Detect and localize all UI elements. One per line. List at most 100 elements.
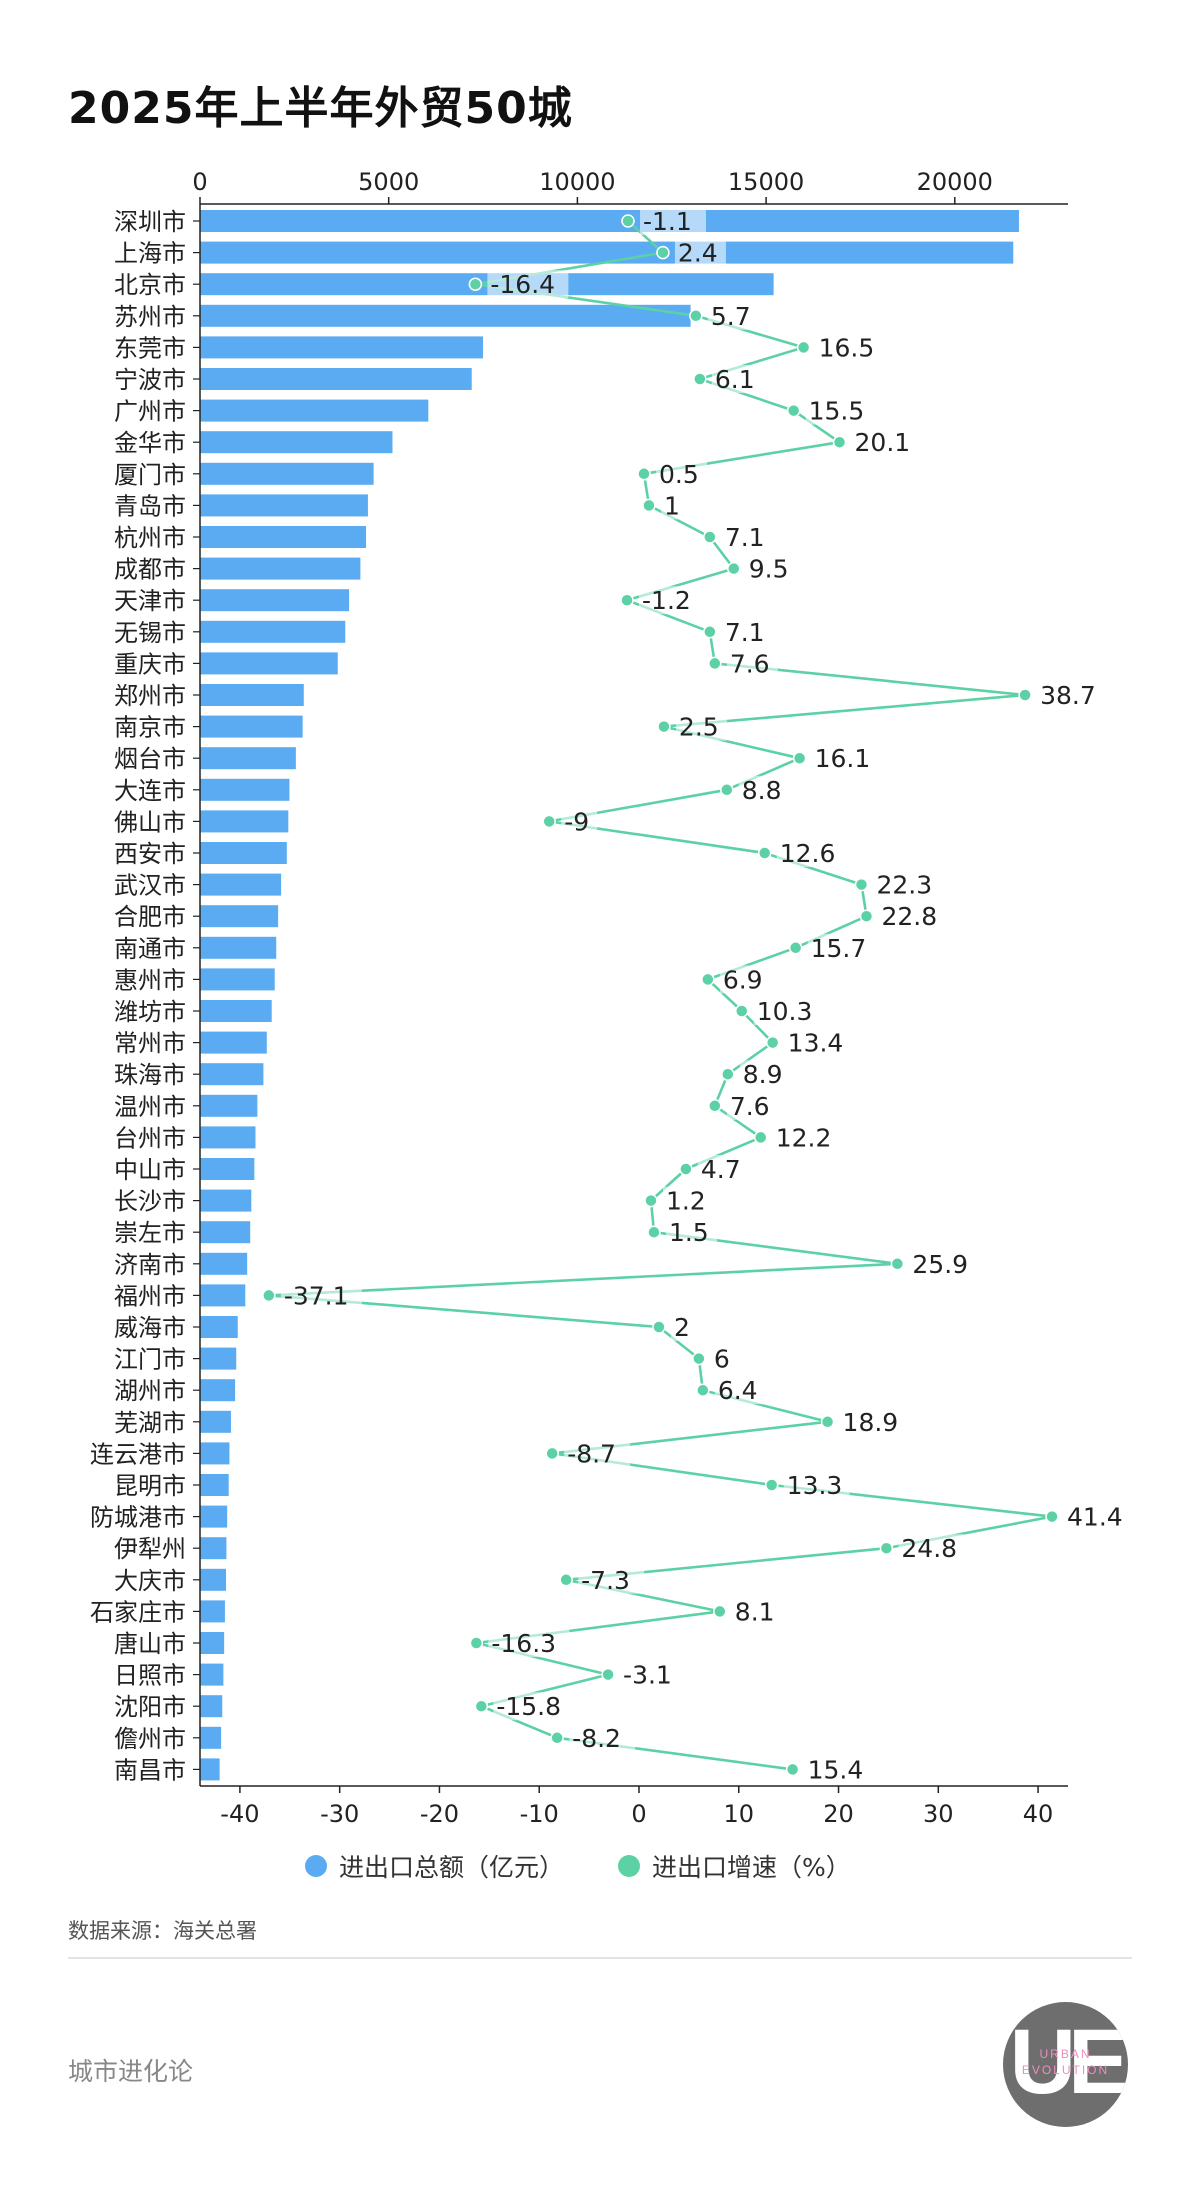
bar-16[interactable] — [200, 715, 303, 738]
growth-point-16[interactable] — [657, 719, 671, 734]
growth-point-22[interactable] — [859, 909, 874, 923]
growth-point-9[interactable] — [642, 498, 656, 513]
bar-11[interactable] — [200, 557, 361, 580]
bar-14[interactable] — [200, 652, 338, 675]
bar-24[interactable] — [200, 968, 275, 991]
bar-36[interactable] — [200, 1347, 237, 1370]
bar-44[interactable] — [200, 1600, 225, 1623]
growth-point-28[interactable] — [708, 1099, 722, 1113]
bar-6[interactable] — [200, 399, 429, 422]
bar-33[interactable] — [200, 1252, 248, 1275]
growth-point-29[interactable] — [753, 1130, 768, 1145]
bar-20[interactable] — [200, 842, 287, 864]
growth-point-41[interactable] — [1045, 1509, 1059, 1524]
bar-40[interactable] — [200, 1474, 229, 1496]
bar-1[interactable] — [200, 241, 1014, 264]
growth-point-42[interactable] — [879, 1541, 894, 1555]
growth-point-20[interactable] — [757, 846, 772, 860]
bar-17[interactable] — [200, 747, 296, 770]
bar-34[interactable] — [200, 1284, 246, 1307]
bar-47[interactable] — [200, 1695, 223, 1718]
bar-29[interactable] — [200, 1126, 256, 1149]
growth-point-25[interactable] — [735, 1004, 749, 1018]
bar-48[interactable] — [200, 1726, 222, 1749]
growth-point-13[interactable] — [703, 625, 717, 639]
bar-4[interactable] — [200, 336, 484, 359]
bar-21[interactable] — [200, 873, 282, 896]
bar-25[interactable] — [200, 1000, 272, 1022]
bar-32[interactable] — [200, 1221, 251, 1244]
bar-8[interactable] — [200, 462, 374, 485]
growth-point-0[interactable] — [621, 214, 635, 228]
bar-10[interactable] — [200, 526, 367, 548]
bar-43[interactable] — [200, 1568, 227, 1591]
growth-point-26[interactable] — [765, 1035, 780, 1050]
bar-19[interactable] — [200, 810, 289, 833]
growth-point-17[interactable] — [792, 751, 807, 765]
growth-point-38[interactable] — [820, 1415, 835, 1429]
growth-point-2[interactable] — [468, 277, 483, 291]
bar-2[interactable] — [200, 273, 774, 296]
growth-point-8[interactable] — [637, 467, 651, 481]
bar-37[interactable] — [200, 1379, 236, 1402]
bar-9[interactable] — [200, 494, 368, 517]
growth-point-14[interactable] — [708, 656, 722, 671]
growth-point-12[interactable] — [620, 593, 634, 607]
bar-5[interactable] — [200, 368, 472, 390]
growth-point-3[interactable] — [689, 309, 703, 323]
bar-23[interactable] — [200, 936, 277, 959]
bar-39[interactable] — [200, 1442, 230, 1465]
growth-point-49[interactable] — [785, 1762, 800, 1777]
growth-point-37[interactable] — [696, 1383, 710, 1397]
growth-point-6[interactable] — [786, 403, 801, 418]
bar-45[interactable] — [200, 1632, 225, 1654]
growth-point-5[interactable] — [693, 372, 707, 386]
growth-point-30[interactable] — [679, 1162, 693, 1176]
growth-point-19[interactable] — [542, 814, 556, 829]
growth-point-7[interactable] — [832, 435, 847, 449]
growth-point-35[interactable] — [652, 1320, 666, 1334]
growth-point-43[interactable] — [559, 1573, 573, 1587]
legend-item-total[interactable]: 进出口总额（亿元） — [305, 1848, 564, 1884]
growth-point-36[interactable] — [692, 1351, 706, 1366]
growth-point-11[interactable] — [727, 561, 741, 576]
bar-15[interactable] — [200, 684, 304, 706]
growth-point-48[interactable] — [550, 1731, 564, 1745]
bar-13[interactable] — [200, 620, 346, 643]
growth-point-40[interactable] — [764, 1478, 779, 1492]
growth-point-10[interactable] — [703, 530, 717, 544]
bar-35[interactable] — [200, 1316, 238, 1338]
bar-49[interactable] — [200, 1758, 220, 1781]
growth-point-32[interactable] — [647, 1225, 661, 1239]
growth-point-24[interactable] — [701, 972, 715, 987]
bar-3[interactable] — [200, 304, 691, 327]
growth-point-4[interactable] — [796, 340, 811, 355]
growth-point-39[interactable] — [545, 1446, 559, 1461]
bar-22[interactable] — [200, 905, 279, 928]
legend-item-growth[interactable]: 进出口增速（%） — [618, 1848, 851, 1884]
bar-7[interactable] — [200, 431, 393, 454]
bar-0[interactable] — [200, 210, 1019, 232]
bar-30[interactable] — [200, 1158, 255, 1180]
growth-point-34[interactable] — [262, 1288, 276, 1303]
bar-41[interactable] — [200, 1505, 228, 1528]
bar-31[interactable] — [200, 1189, 252, 1212]
bar-27[interactable] — [200, 1063, 264, 1086]
growth-point-15[interactable] — [1018, 688, 1032, 702]
growth-point-27[interactable] — [721, 1067, 735, 1081]
growth-point-45[interactable] — [469, 1636, 484, 1650]
bar-46[interactable] — [200, 1663, 224, 1686]
growth-point-21[interactable] — [854, 877, 869, 892]
growth-point-46[interactable] — [601, 1667, 615, 1682]
bar-28[interactable] — [200, 1094, 258, 1117]
growth-point-23[interactable] — [788, 941, 803, 955]
growth-point-1[interactable] — [656, 245, 670, 260]
growth-point-33[interactable] — [890, 1257, 905, 1271]
growth-point-18[interactable] — [720, 783, 734, 797]
bar-26[interactable] — [200, 1031, 267, 1054]
bar-12[interactable] — [200, 589, 350, 612]
growth-point-31[interactable] — [644, 1193, 658, 1208]
bar-42[interactable] — [200, 1537, 227, 1560]
growth-point-47[interactable] — [474, 1699, 489, 1713]
growth-point-44[interactable] — [713, 1604, 727, 1619]
